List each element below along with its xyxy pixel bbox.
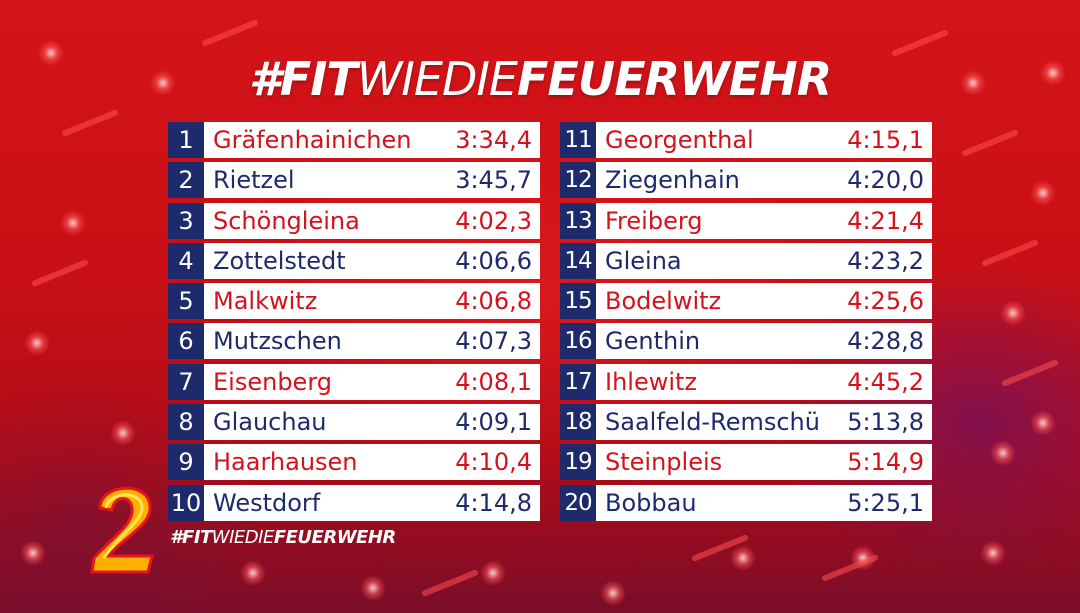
ranking-row: 15 Bodelwitz 4:25,6 (560, 283, 932, 320)
ranking-row: 13 Freiberg 4:21,4 (560, 202, 932, 239)
title-part-feuerwehr: FEUERWEHR (517, 52, 832, 106)
footer-show-logo: #FITWIEDIEFEUERWEHR (170, 527, 396, 548)
team-name: Ziegenhain (605, 166, 740, 195)
ranking-row: 1 Gräfenhainichen 3:34,4 (168, 122, 540, 158)
rank-number: 7 (168, 363, 204, 400)
ranking-row: 2 Rietzel 3:45,7 (168, 162, 540, 199)
rank-number: 5 (168, 283, 204, 320)
ranking-row: 12 Ziegenhain 4:20,0 (560, 162, 932, 199)
team-name: Freiberg (605, 206, 703, 235)
rank-number: 9 (168, 444, 204, 481)
team-time: 3:34,4 (455, 126, 532, 154)
ranking-row: 19 Steinpleis 5:14,9 (560, 444, 932, 481)
team-name: Westdorf (213, 488, 321, 517)
ranking-row: 7 Eisenberg 4:08,1 (168, 363, 540, 400)
team-time: 4:07,3 (455, 327, 532, 356)
rank-number: 4 (168, 242, 204, 279)
ranking-column-left: 1 Gräfenhainichen 3:34,4 2 Rietzel 3:45,… (168, 122, 540, 525)
team-name: Bodelwitz (605, 287, 722, 316)
team-time: 3:45,7 (455, 166, 532, 195)
rank-number: 6 (168, 323, 204, 360)
rank-number: 2 (168, 162, 204, 199)
rank-number: 19 (560, 444, 596, 481)
ranking-row: 5 Malkwitz 4:06,8 (168, 283, 540, 320)
footer-part-feuerwehr: FEUERWEHR (273, 527, 396, 548)
ranking-row: 14 Gleina 4:23,2 (560, 242, 932, 279)
title-part-wie: WIE (356, 52, 443, 106)
team-time: 4:02,3 (455, 206, 532, 235)
rank-number: 8 (168, 404, 204, 441)
rank-number: 17 (560, 363, 596, 400)
team-name: Schöngleina (213, 206, 360, 235)
team-time: 5:14,9 (847, 448, 924, 477)
rank-number: 11 (560, 122, 596, 158)
rank-number: 16 (560, 323, 596, 360)
ranking-row: 11 Georgenthal 4:15,1 (560, 122, 932, 158)
team-name: Gräfenhainichen (213, 126, 412, 154)
team-time: 4:23,2 (847, 246, 924, 275)
team-time: 4:06,8 (455, 287, 532, 316)
footer-part-die: DIE (244, 527, 275, 548)
rank-number: 12 (560, 162, 596, 199)
rank-number: 18 (560, 404, 596, 441)
ranking-row: 20 Bobbau 5:25,1 (560, 484, 932, 521)
rank-number: 10 (168, 484, 204, 521)
team-name: Eisenberg (213, 367, 332, 396)
team-name: Steinpleis (605, 448, 723, 477)
team-time: 4:45,2 (847, 367, 924, 396)
team-name: Gleina (605, 246, 682, 275)
ranking-row: 6 Mutzschen 4:07,3 (168, 323, 540, 360)
rank-number: 3 (168, 202, 204, 239)
team-name: Georgenthal (605, 126, 754, 154)
team-name: Malkwitz (213, 287, 318, 316)
team-name: Mutzschen (213, 327, 342, 356)
team-name: Ihlewitz (605, 367, 698, 396)
rank-number: 1 (168, 122, 204, 158)
rank-number: 15 (560, 283, 596, 320)
team-name: Genthin (605, 327, 701, 356)
footer-part-wie: WIE (211, 527, 245, 548)
ranking-row: 3 Schöngleina 4:02,3 (168, 202, 540, 239)
team-name: Zottelstedt (213, 246, 346, 275)
team-time: 4:25,6 (847, 287, 924, 316)
title-part-fit: #FIT (248, 52, 358, 106)
ranking-column-right: 11 Georgenthal 4:15,1 12 Ziegenhain 4:20… (560, 122, 932, 525)
team-time: 5:25,1 (847, 488, 924, 517)
show-title: #FITWIEDIEFEUERWEHR (0, 52, 1080, 106)
rank-number: 14 (560, 242, 596, 279)
team-time: 4:20,0 (847, 166, 924, 195)
team-time: 4:06,6 (455, 246, 532, 275)
team-name: Rietzel (213, 166, 295, 195)
ranking-row: 4 Zottelstedt 4:06,6 (168, 242, 540, 279)
team-time: 4:15,1 (847, 126, 924, 154)
ranking-row: 10 Westdorf 4:14,8 (168, 484, 540, 521)
team-name: Haarhausen (213, 448, 358, 477)
team-time: 5:13,8 (847, 408, 924, 437)
team-name: Bobbau (605, 488, 697, 517)
team-time: 4:09,1 (455, 408, 532, 437)
ranking-row: 18 Saalfeld-Remschü 5:13,8 (560, 404, 932, 441)
team-name: Glauchau (213, 408, 327, 437)
team-time: 4:28,8 (847, 327, 924, 356)
ranking-row: 8 Glauchau 4:09,1 (168, 404, 540, 441)
team-time: 4:14,8 (455, 488, 532, 517)
rank-number: 13 (560, 202, 596, 239)
ranking-row: 9 Haarhausen 4:10,4 (168, 444, 540, 481)
ranking-row: 16 Genthin 4:28,8 (560, 323, 932, 360)
ranking-row: 17 Ihlewitz 4:45,2 (560, 363, 932, 400)
title-part-die: DIE (441, 52, 518, 106)
team-time: 4:21,4 (847, 206, 924, 235)
team-time: 4:08,1 (455, 367, 532, 396)
rank-number: 20 (560, 484, 596, 521)
team-time: 4:10,4 (455, 448, 532, 477)
team-name: Saalfeld-Remschü (605, 408, 820, 437)
zdf-neo-2-logo-icon (90, 486, 154, 574)
footer-part-fit: #FIT (170, 527, 212, 548)
